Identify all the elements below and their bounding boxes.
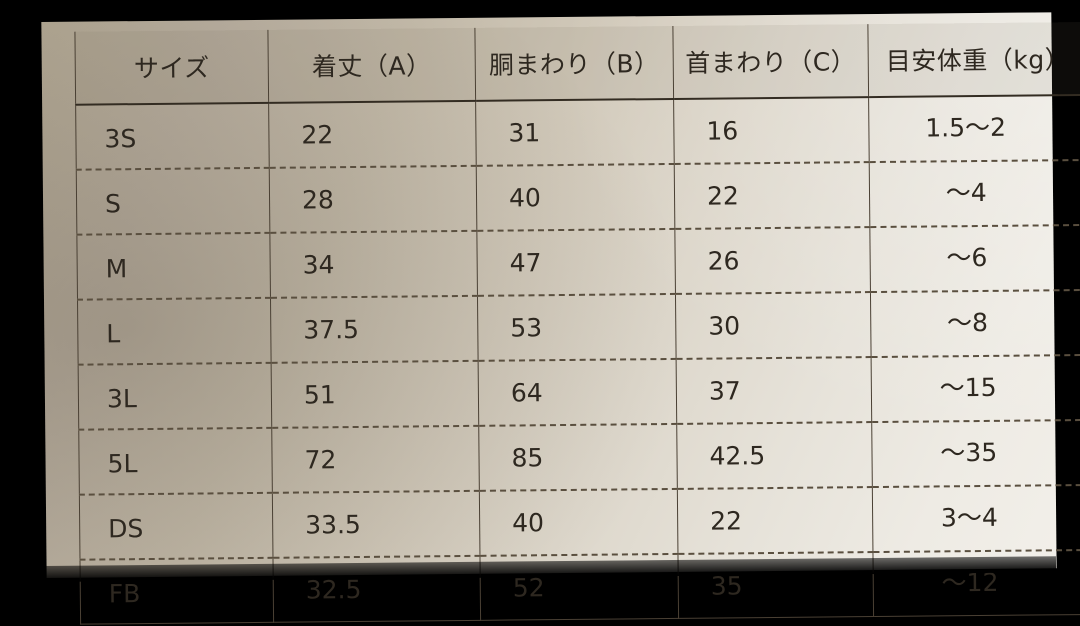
cell-neck: 22 — [677, 487, 873, 554]
cell-length: 72 — [271, 425, 480, 493]
cell-chest: 64 — [478, 358, 677, 426]
column-header-weight-label: 目安体重（kg） — [885, 45, 1071, 76]
cell-size: 3S — [75, 102, 270, 170]
cell-weight: 〜8 — [870, 289, 1080, 358]
cell-chest: 47 — [476, 228, 676, 296]
table-row: 5L 72 85 42.5 〜35 — [78, 419, 1080, 495]
size-chart-region: サイズ 着丈（A） 胴まわり（B） 首まわり（C） 目安体重（kg） 3S 22 3… — [74, 21, 1080, 625]
cell-chest: 40 — [476, 163, 675, 231]
cell-chest: 52 — [479, 553, 679, 621]
cell-size: DS — [79, 492, 273, 560]
cell-weight: 〜35 — [871, 419, 1080, 488]
cell-neck: 35 — [677, 552, 874, 619]
cell-length: 28 — [269, 165, 477, 233]
cell-size: L — [77, 297, 272, 365]
cell-chest: 31 — [475, 98, 675, 166]
cell-length: 32.5 — [272, 555, 481, 623]
table-row: 3L 51 64 37 〜15 — [78, 354, 1080, 430]
cell-weight: 1.5〜2 — [868, 94, 1080, 163]
cell-weight: 〜6 — [869, 224, 1080, 293]
column-header-weight: 目安体重（kg） — [867, 21, 1080, 98]
cell-size: FB — [79, 557, 274, 625]
cell-chest: 40 — [479, 488, 678, 556]
cell-length: 37.5 — [270, 295, 479, 363]
table-row: FB 32.5 52 35 〜12 — [79, 549, 1080, 625]
cell-neck: 22 — [674, 162, 870, 229]
cell-weight: 〜12 — [872, 549, 1080, 617]
table-row: DS 33.5 40 22 3〜4 — [79, 484, 1080, 560]
cell-neck: 26 — [674, 227, 871, 294]
cell-size: 3L — [78, 362, 272, 430]
cell-weight: 〜15 — [871, 354, 1080, 423]
cell-length: 33.5 — [272, 490, 480, 558]
cell-neck: 30 — [675, 292, 872, 359]
column-header-chest: 胴まわり（B） — [474, 25, 674, 101]
table-row: 3S 22 31 16 1.5〜2 — [75, 94, 1080, 170]
cell-weight: 〜4 — [869, 159, 1080, 228]
cell-chest: 85 — [478, 423, 678, 491]
column-header-size-label: サイズ — [133, 53, 210, 84]
cell-length: 22 — [268, 100, 477, 168]
column-header-neck: 首まわり（C） — [672, 24, 869, 99]
paper-sheet: サイズ 着丈（A） 胴まわり（B） 首まわり（C） 目安体重（kg） 3S 22 3… — [41, 12, 1080, 625]
cell-neck: 42.5 — [676, 422, 873, 489]
cell-size: M — [76, 232, 271, 300]
table-row: L 37.5 53 30 〜8 — [77, 289, 1080, 365]
table-header-row: サイズ 着丈（A） 胴まわり（B） 首まわり（C） 目安体重（kg） — [74, 21, 1080, 105]
table-body: 3S 22 31 16 1.5〜2 S 28 40 22 〜4 M 34 47 26 〜6 L 37.5 53 30… — [75, 94, 1080, 625]
column-header-neck-label: 首まわり（C） — [685, 47, 857, 78]
cell-size: S — [76, 167, 270, 235]
column-header-size: サイズ — [74, 29, 269, 105]
cell-size: 5L — [78, 427, 273, 495]
cell-length: 51 — [271, 360, 479, 428]
cell-weight: 3〜4 — [872, 484, 1080, 553]
table-row: S 28 40 22 〜4 — [76, 159, 1080, 235]
cell-length: 34 — [269, 230, 478, 298]
cell-neck: 37 — [676, 357, 872, 424]
column-header-length: 着丈（A） — [267, 27, 476, 103]
size-chart-table: サイズ 着丈（A） 胴まわり（B） 首まわり（C） 目安体重（kg） 3S 22 3… — [74, 21, 1080, 625]
column-header-chest-label: 胴まわり（B） — [488, 49, 660, 80]
column-header-length-label: 着丈（A） — [311, 51, 432, 82]
table-row: M 34 47 26 〜6 — [76, 224, 1080, 300]
cell-chest: 53 — [477, 293, 677, 361]
cell-neck: 16 — [673, 97, 870, 164]
table-header: サイズ 着丈（A） 胴まわり（B） 首まわり（C） 目安体重（kg） — [74, 21, 1080, 105]
